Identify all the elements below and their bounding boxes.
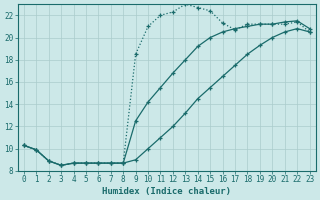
X-axis label: Humidex (Indice chaleur): Humidex (Indice chaleur)	[102, 187, 231, 196]
